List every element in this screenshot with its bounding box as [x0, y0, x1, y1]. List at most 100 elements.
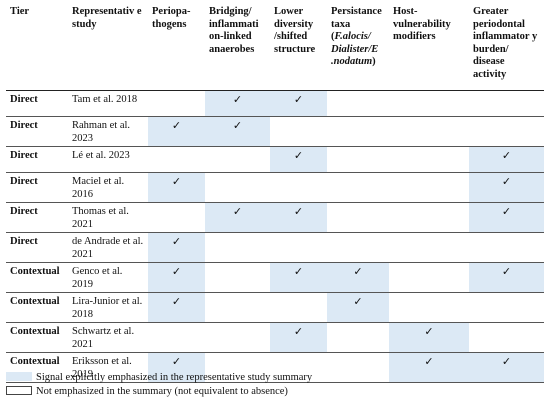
table-row: Direct Lé et al. 2023 ✓ ✓ — [6, 146, 544, 173]
tier-cell: Direct — [10, 150, 38, 161]
check-cell-burden: ✓ — [469, 202, 544, 233]
study-cell: Thomas et al. 2021 — [72, 206, 129, 230]
empty-cell-host — [389, 233, 469, 263]
empty-cell-diversity — [270, 117, 327, 147]
empty-cell-bridging — [205, 173, 270, 203]
legend-empty-swatch — [6, 386, 32, 395]
empty-cell-bridging — [205, 147, 270, 173]
tier-cell: Contextual — [10, 326, 60, 337]
study-cell: Lira-Junior et al. 2018 — [72, 296, 143, 320]
check-cell-burden: ✓ — [469, 172, 544, 203]
empty-cell-host — [389, 147, 469, 173]
empty-cell-host — [389, 293, 469, 323]
study-cell: Lé et al. 2023 — [72, 150, 130, 161]
header-study: Representativ e study — [72, 6, 142, 30]
empty-cell-persistance — [327, 203, 389, 233]
empty-cell-persistance — [327, 91, 389, 117]
tier-cell: Contextual — [10, 356, 60, 367]
empty-cell-host — [389, 263, 469, 293]
tier-cell: Direct — [10, 176, 38, 187]
empty-cell-periopathogens — [148, 203, 205, 233]
study-cell: Tam et al. 2018 — [72, 94, 138, 105]
table-row: Contextual Eriksson et al. 2019 ✓ ✓ ✓ — [6, 352, 544, 383]
table-row: Contextual Schwartz et al. 2021 ✓ ✓ — [6, 322, 544, 353]
header-tier: Tier — [10, 6, 30, 17]
check-cell-diversity: ✓ — [270, 202, 327, 233]
check-cell-periopathogens: ✓ — [148, 262, 205, 293]
check-cell-periopathogens: ✓ — [148, 292, 205, 323]
check-cell-burden: ✓ — [469, 146, 544, 173]
check-cell-periopathogens: ✓ — [148, 352, 205, 383]
header-diversity: Lower diversity /shifted structure — [274, 6, 316, 55]
empty-cell-burden — [469, 91, 544, 117]
tier-cell: Direct — [10, 236, 38, 247]
tier-cell: Contextual — [10, 296, 60, 307]
table-row: Direct Rahman et al. 2023 ✓ ✓ — [6, 116, 544, 147]
legend-not-emphasized: Not emphasized in the summary (not equiv… — [6, 386, 288, 398]
check-cell-periopathogens: ✓ — [148, 172, 205, 203]
empty-cell-host — [389, 91, 469, 117]
empty-cell-bridging — [205, 233, 270, 263]
empty-cell-host — [389, 117, 469, 147]
check-cell-diversity: ✓ — [270, 322, 327, 353]
header-periopathogens: Periopa- thogens — [152, 6, 191, 30]
table-row: Direct Maciel et al. 2016 ✓ ✓ — [6, 172, 544, 203]
empty-cell-burden — [469, 293, 544, 323]
check-cell-periopathogens: ✓ — [148, 116, 205, 147]
empty-cell-persistance — [327, 117, 389, 147]
empty-cell-diversity — [270, 233, 327, 263]
tier-cell: Contextual — [10, 266, 60, 277]
table-body: Direct Tam et al. 2018 ✓ ✓ Direct Rahman et a… — [6, 90, 544, 383]
legend-emphasized-label: Signal explicitly emphasized in the repr… — [36, 372, 313, 383]
table-row: Direct Thomas et al. 2021 ✓ ✓ ✓ — [6, 202, 544, 233]
empty-cell-burden — [469, 233, 544, 263]
legend-not-emphasized-label: Not emphasized in the summary (not equiv… — [36, 386, 288, 397]
check-cell-host: ✓ — [389, 352, 469, 383]
header-burden: Greater periodontal inflammator y burden… — [473, 6, 538, 80]
check-cell-burden: ✓ — [469, 352, 544, 383]
study-cell: de Andrade et al. 2021 — [72, 236, 144, 260]
empty-cell-diversity — [270, 173, 327, 203]
header-row: Tier Representativ e study Periopa- thog… — [6, 4, 544, 91]
empty-cell-bridging — [205, 293, 270, 323]
table-row: Contextual Genco et al. 2019 ✓ ✓ ✓ ✓ — [6, 262, 544, 293]
check-cell-bridging: ✓ — [205, 202, 270, 233]
empty-cell-persistance — [327, 323, 389, 353]
study-cell: Eriksson et al. 2019 — [72, 356, 132, 380]
study-cell: Genco et al. 2019 — [72, 266, 123, 290]
empty-cell-burden — [469, 117, 544, 147]
tier-cell: Direct — [10, 94, 38, 105]
table-row: Direct Tam et al. 2018 ✓ ✓ — [6, 90, 544, 117]
check-cell-periopathogens: ✓ — [148, 232, 205, 263]
legend-emphasized: Signal explicitly emphasized in the repr… — [6, 372, 312, 384]
empty-cell-persistance — [327, 147, 389, 173]
empty-cell-burden — [469, 323, 544, 353]
empty-cell-host — [389, 173, 469, 203]
empty-cell-periopathogens — [148, 323, 205, 353]
legend-filled-swatch — [6, 372, 32, 381]
check-cell-bridging: ✓ — [205, 116, 270, 147]
check-cell-diversity: ✓ — [270, 90, 327, 117]
check-cell-persistance: ✓ — [327, 262, 389, 293]
tier-cell: Direct — [10, 120, 38, 131]
empty-cell-persistance — [327, 233, 389, 263]
check-cell-host: ✓ — [389, 322, 469, 353]
check-cell-diversity: ✓ — [270, 146, 327, 173]
empty-cell-diversity — [270, 293, 327, 323]
empty-cell-host — [389, 203, 469, 233]
table-row: Contextual Lira-Junior et al. 2018 ✓ ✓ — [6, 292, 544, 323]
empty-cell-persistance — [327, 353, 389, 383]
empty-cell-persistance — [327, 173, 389, 203]
header-persistance: Persistance taxa (F.alocis/ Dialister/E … — [331, 6, 382, 67]
check-cell-persistance: ✓ — [327, 292, 389, 323]
header-host: Host- vulnerability modifiers — [393, 6, 451, 42]
study-cell: Schwartz et al. 2021 — [72, 326, 135, 350]
empty-cell-bridging — [205, 323, 270, 353]
header-bridging: Bridging/ inflammati on-linked anaerobes — [209, 6, 259, 55]
empty-cell-periopathogens — [148, 147, 205, 173]
check-cell-diversity: ✓ — [270, 262, 327, 293]
study-cell: Rahman et al. 2023 — [72, 120, 131, 144]
check-cell-bridging: ✓ — [205, 90, 270, 117]
table-row: Direct de Andrade et al. 2021 ✓ — [6, 232, 544, 263]
study-cell: Maciel et al. 2016 — [72, 176, 125, 200]
